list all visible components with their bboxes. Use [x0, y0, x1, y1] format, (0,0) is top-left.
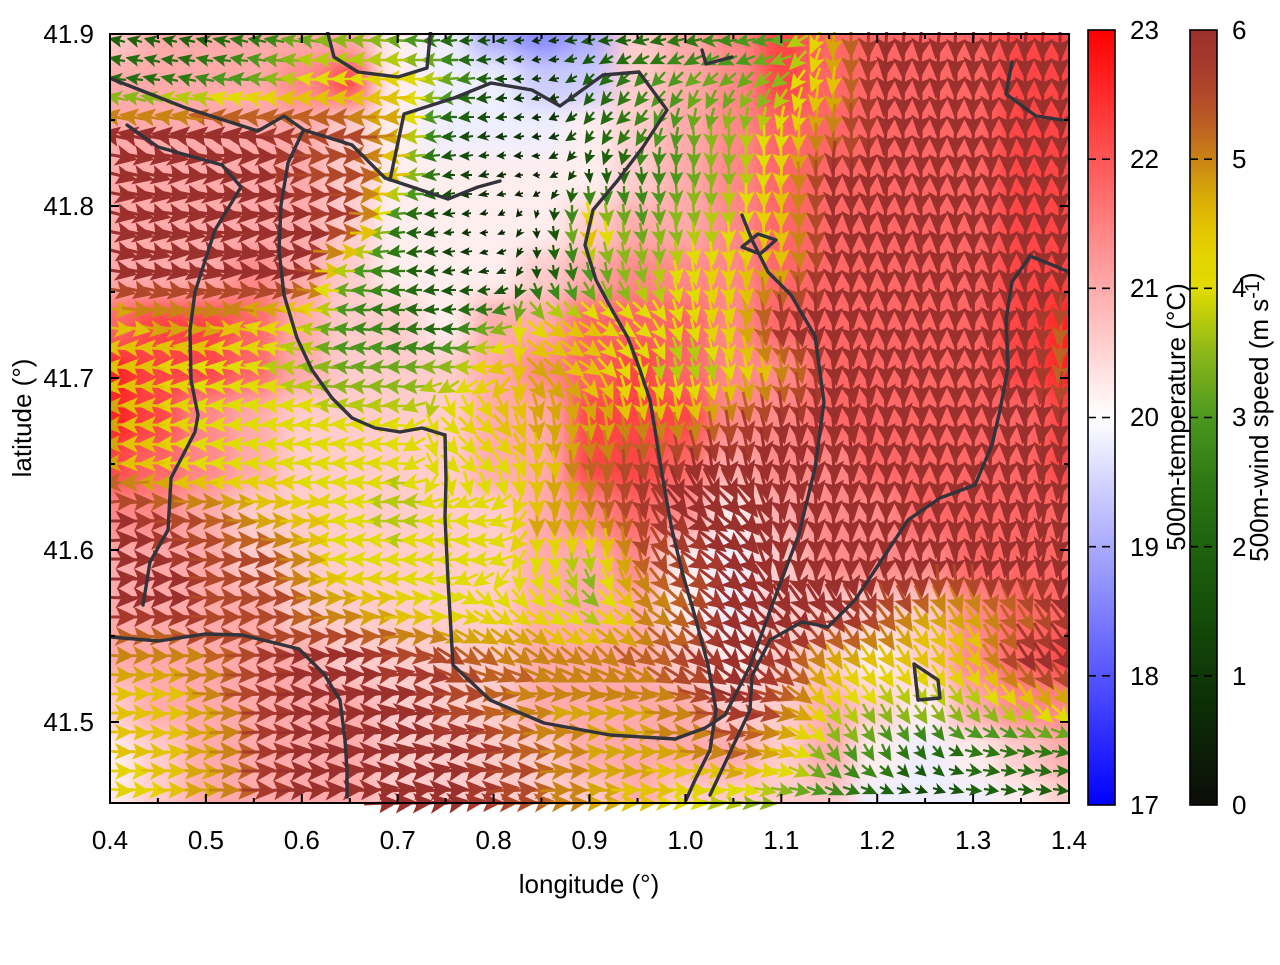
svg-text:500m-temperature (°C): 500m-temperature (°C) — [1161, 283, 1191, 551]
svg-text:1.3: 1.3 — [955, 825, 991, 855]
svg-text:0.6: 0.6 — [284, 825, 320, 855]
svg-text:2: 2 — [1232, 532, 1246, 562]
svg-text:0.4: 0.4 — [92, 825, 128, 855]
svg-text:0: 0 — [1232, 790, 1246, 820]
svg-text:3: 3 — [1232, 402, 1246, 432]
svg-text:17: 17 — [1130, 790, 1159, 820]
svg-text:0.8: 0.8 — [476, 825, 512, 855]
svg-text:1.1: 1.1 — [763, 825, 799, 855]
svg-text:41.6: 41.6 — [43, 535, 94, 565]
svg-text:4: 4 — [1232, 273, 1246, 303]
svg-text:18: 18 — [1130, 661, 1159, 691]
svg-text:41.9: 41.9 — [43, 19, 94, 49]
svg-text:0.7: 0.7 — [380, 825, 416, 855]
svg-text:0.9: 0.9 — [571, 825, 607, 855]
svg-text:longitude (°): longitude (°) — [519, 869, 659, 899]
svg-text:22: 22 — [1130, 144, 1159, 174]
svg-text:5: 5 — [1232, 144, 1246, 174]
svg-text:19: 19 — [1130, 532, 1159, 562]
svg-text:1: 1 — [1232, 661, 1246, 691]
svg-text:41.8: 41.8 — [43, 191, 94, 221]
svg-text:23: 23 — [1130, 15, 1159, 45]
svg-text:20: 20 — [1130, 402, 1159, 432]
svg-text:0.5: 0.5 — [188, 825, 224, 855]
svg-text:41.7: 41.7 — [43, 363, 94, 393]
svg-text:1.4: 1.4 — [1051, 825, 1087, 855]
svg-text:latitude (°): latitude (°) — [7, 359, 37, 478]
svg-text:6: 6 — [1232, 15, 1246, 45]
svg-text:1.2: 1.2 — [859, 825, 895, 855]
svg-text:1.0: 1.0 — [667, 825, 703, 855]
svg-text:21: 21 — [1130, 273, 1159, 303]
svg-text:41.5: 41.5 — [43, 707, 94, 737]
